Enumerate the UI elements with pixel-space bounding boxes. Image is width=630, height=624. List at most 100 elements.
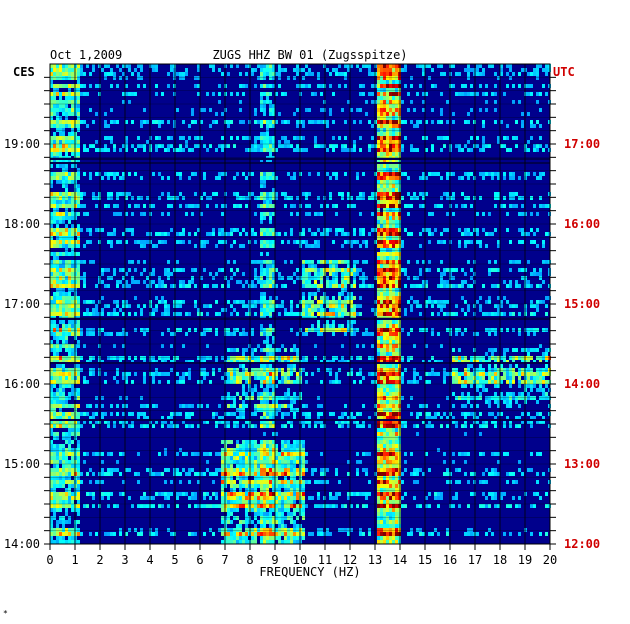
- heatmap-cell: [350, 284, 353, 288]
- heatmap-cell: [230, 244, 233, 248]
- heatmap-cell: [62, 356, 65, 360]
- heatmap-cell: [98, 356, 101, 360]
- heatmap-cell: [491, 396, 494, 400]
- heatmap-cell: [485, 312, 488, 316]
- heatmap-cell: [266, 388, 269, 392]
- heatmap-cell: [476, 332, 479, 336]
- heatmap-cell: [254, 376, 257, 380]
- heatmap-cell: [50, 300, 53, 304]
- heatmap-cell: [422, 196, 425, 200]
- heatmap-cell: [92, 300, 95, 304]
- heatmap-cell: [236, 268, 239, 272]
- heatmap-cell: [383, 384, 386, 388]
- heatmap-cell: [50, 396, 53, 400]
- heatmap-cell: [71, 72, 74, 76]
- heatmap-cell: [68, 424, 71, 428]
- heatmap-cell: [116, 404, 119, 408]
- heatmap-cell: [53, 108, 56, 112]
- heatmap-cell: [260, 364, 263, 368]
- heatmap-cell: [347, 240, 350, 244]
- heatmap-cell: [221, 144, 224, 148]
- heatmap-cell: [542, 372, 545, 376]
- heatmap-cell: [263, 280, 266, 284]
- heatmap-cell: [56, 396, 59, 400]
- heatmap-cell: [290, 204, 293, 208]
- heatmap-cell: [68, 120, 71, 124]
- heatmap-cell: [269, 144, 272, 148]
- heatmap-cell: [269, 364, 272, 368]
- heatmap-cell: [284, 412, 287, 416]
- heatmap-cell: [377, 344, 380, 348]
- heatmap-cell: [398, 132, 401, 136]
- heatmap-cell: [56, 200, 59, 204]
- heatmap-cell: [449, 412, 452, 416]
- heatmap-cell: [395, 208, 398, 212]
- heatmap-cell: [377, 400, 380, 404]
- heatmap-cell: [377, 404, 380, 408]
- heatmap-cell: [506, 416, 509, 420]
- heatmap-cell: [71, 236, 74, 240]
- heatmap-cell: [431, 300, 434, 304]
- heatmap-cell: [527, 420, 530, 424]
- heatmap-cell: [416, 64, 419, 68]
- heatmap-cell: [386, 112, 389, 116]
- heatmap-cell: [287, 120, 290, 124]
- heatmap-cell: [68, 328, 71, 332]
- heatmap-cell: [335, 356, 338, 360]
- heatmap-cell: [356, 64, 359, 68]
- heatmap-cell: [71, 268, 74, 272]
- heatmap-cell: [284, 68, 287, 72]
- heatmap-cell: [191, 112, 194, 116]
- heatmap-cell: [482, 176, 485, 180]
- heatmap-cell: [248, 136, 251, 140]
- heatmap-cell: [269, 304, 272, 308]
- heatmap-cell: [98, 328, 101, 332]
- heatmap-cell: [347, 204, 350, 208]
- heatmap-cell: [296, 332, 299, 336]
- heatmap-cell: [389, 208, 392, 212]
- heatmap-cell: [134, 68, 137, 72]
- heatmap-cell: [515, 416, 518, 420]
- heatmap-cell: [302, 124, 305, 128]
- heatmap-cell: [395, 164, 398, 168]
- heatmap-cell: [392, 84, 395, 88]
- heatmap-cell: [527, 376, 530, 380]
- heatmap-cell: [383, 352, 386, 356]
- heatmap-cell: [470, 276, 473, 280]
- heatmap-cell: [413, 284, 416, 288]
- heatmap-cell: [539, 144, 542, 148]
- heatmap-cell: [77, 212, 80, 216]
- heatmap-cell: [359, 92, 362, 96]
- heatmap-cell: [260, 400, 263, 404]
- heatmap-cell: [347, 264, 350, 268]
- heatmap-cell: [539, 204, 542, 208]
- heatmap-cell: [278, 396, 281, 400]
- heatmap-cell: [233, 412, 236, 416]
- heatmap-cell: [389, 384, 392, 388]
- heatmap-cell: [50, 424, 53, 428]
- heatmap-cell: [242, 120, 245, 124]
- heatmap-cell: [281, 396, 284, 400]
- heatmap-cell: [260, 240, 263, 244]
- heatmap-cell: [275, 396, 278, 400]
- heatmap-cell: [518, 328, 521, 332]
- heatmap-cell: [506, 284, 509, 288]
- heatmap-cell: [398, 264, 401, 268]
- heatmap-cell: [215, 312, 218, 316]
- heatmap-cell: [77, 392, 80, 396]
- heatmap-cell: [335, 304, 338, 308]
- heatmap-cell: [260, 292, 263, 296]
- heatmap-cell: [398, 428, 401, 432]
- heatmap-cell: [437, 136, 440, 140]
- heatmap-cell: [509, 172, 512, 176]
- heatmap-cell: [281, 356, 284, 360]
- heatmap-cell: [323, 196, 326, 200]
- heatmap-cell: [62, 180, 65, 184]
- heatmap-cell: [56, 140, 59, 144]
- heatmap-cell: [395, 64, 398, 68]
- heatmap-cell: [470, 68, 473, 72]
- heatmap-cell: [71, 284, 74, 288]
- heatmap-cell: [449, 328, 452, 332]
- heatmap-cell: [74, 172, 77, 176]
- heatmap-cell: [380, 268, 383, 272]
